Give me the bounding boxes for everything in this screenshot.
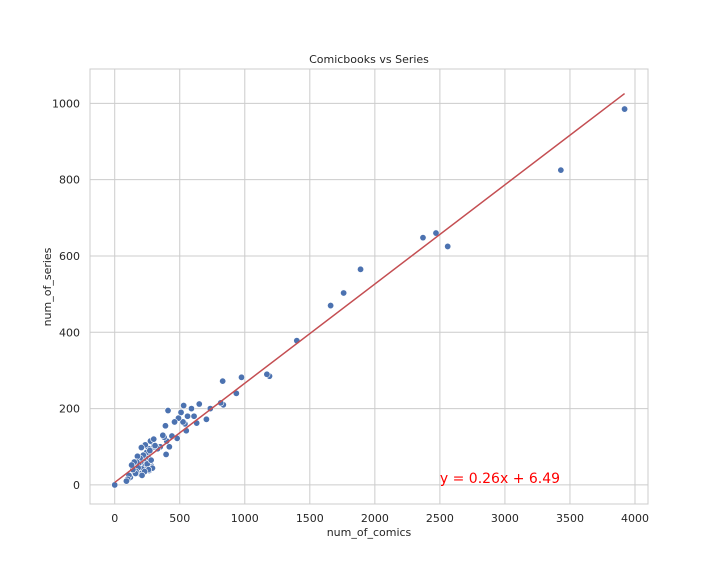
y-tick-labels: 0 200 400 600 800 1000 [52,97,80,492]
data-point [159,431,167,439]
x-axis-label: num_of_comics [327,526,412,539]
data-point [187,405,195,413]
data-point [184,412,192,420]
x-tick-label: 2500 [426,512,454,525]
x-tick-label: 4000 [621,512,649,525]
y-tick-label: 1000 [52,97,80,110]
x-tick-labels: 0 500 1000 1500 2000 2500 3000 3500 4000 [111,512,649,525]
data-point [138,471,146,479]
data-point [164,407,172,415]
x-tick-label: 500 [169,512,190,525]
data-point [161,422,169,430]
data-point [147,456,155,464]
data-point [162,450,170,458]
x-tick-label: 1000 [231,512,259,525]
data-point [238,373,246,381]
data-point [327,302,335,310]
regression-equation-annotation: y = 0.26x + 6.49 [440,471,560,487]
data-point [137,444,145,452]
data-point [621,105,629,113]
y-tick-label: 600 [59,250,80,263]
data-point [340,289,348,297]
data-point [146,447,154,455]
x-tick-label: 3500 [556,512,584,525]
data-point [357,265,365,273]
data-points [111,105,629,489]
data-point [219,377,227,385]
data-point [133,452,141,460]
data-point [190,412,198,420]
data-point [557,166,565,174]
data-point [419,234,427,242]
data-point [122,477,130,485]
data-point [263,370,271,378]
data-point [179,418,187,426]
y-tick-label: 400 [59,326,80,339]
y-tick-label: 200 [59,403,80,416]
x-tick-label: 0 [111,512,118,525]
data-point [432,229,440,237]
x-tick-label: 2000 [361,512,389,525]
data-point [111,481,119,489]
data-point [180,402,188,410]
data-point [151,442,159,450]
data-point [150,435,158,443]
y-axis-label: num_of_series [41,247,54,326]
x-tick-label: 3000 [491,512,519,525]
y-tick-label: 800 [59,174,80,187]
data-point [195,400,203,408]
y-tick-label: 0 [73,479,80,492]
regression-line [114,92,626,484]
data-point [165,443,173,451]
data-point [128,461,136,469]
chart-title: Comicbooks vs Series [309,53,429,66]
data-point [177,408,185,416]
data-point [202,415,210,423]
data-point [444,242,452,250]
data-point [171,418,179,426]
x-tick-label: 1500 [296,512,324,525]
